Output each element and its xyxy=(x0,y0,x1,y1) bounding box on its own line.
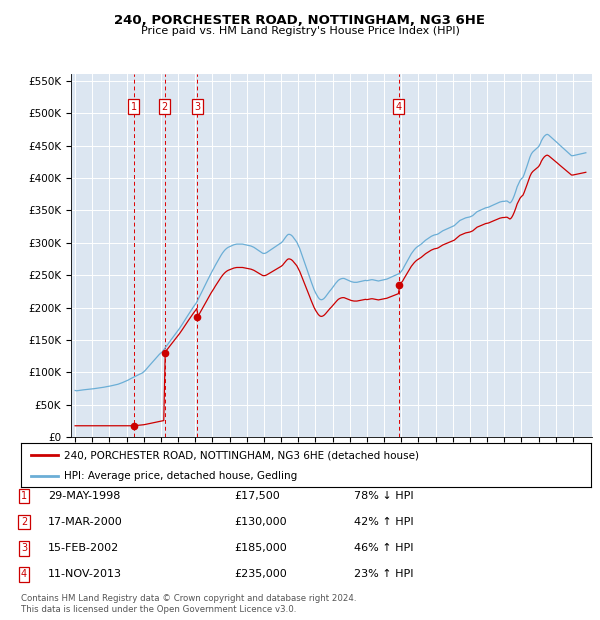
Text: 1: 1 xyxy=(131,102,137,112)
Text: 2: 2 xyxy=(161,102,167,112)
Text: 240, PORCHESTER ROAD, NOTTINGHAM, NG3 6HE: 240, PORCHESTER ROAD, NOTTINGHAM, NG3 6H… xyxy=(115,14,485,27)
Text: 78% ↓ HPI: 78% ↓ HPI xyxy=(354,491,413,501)
Text: 4: 4 xyxy=(396,102,402,112)
Text: HPI: Average price, detached house, Gedling: HPI: Average price, detached house, Gedl… xyxy=(64,471,297,481)
Text: Price paid vs. HM Land Registry's House Price Index (HPI): Price paid vs. HM Land Registry's House … xyxy=(140,26,460,36)
Text: 15-FEB-2002: 15-FEB-2002 xyxy=(48,543,119,553)
Text: £17,500: £17,500 xyxy=(234,491,280,501)
Text: 23% ↑ HPI: 23% ↑ HPI xyxy=(354,569,413,579)
Text: 3: 3 xyxy=(21,543,27,553)
Text: 240, PORCHESTER ROAD, NOTTINGHAM, NG3 6HE (detached house): 240, PORCHESTER ROAD, NOTTINGHAM, NG3 6H… xyxy=(64,451,419,461)
Text: 1: 1 xyxy=(21,491,27,501)
Text: £185,000: £185,000 xyxy=(234,543,287,553)
Text: 11-NOV-2013: 11-NOV-2013 xyxy=(48,569,122,579)
Text: 2: 2 xyxy=(21,517,27,527)
Text: 3: 3 xyxy=(194,102,200,112)
Text: £130,000: £130,000 xyxy=(234,517,287,527)
Text: Contains HM Land Registry data © Crown copyright and database right 2024.: Contains HM Land Registry data © Crown c… xyxy=(21,593,356,603)
Text: 29-MAY-1998: 29-MAY-1998 xyxy=(48,491,121,501)
Text: 46% ↑ HPI: 46% ↑ HPI xyxy=(354,543,413,553)
Text: 4: 4 xyxy=(21,569,27,579)
Text: £235,000: £235,000 xyxy=(234,569,287,579)
Text: 17-MAR-2000: 17-MAR-2000 xyxy=(48,517,123,527)
Text: 42% ↑ HPI: 42% ↑ HPI xyxy=(354,517,413,527)
Text: This data is licensed under the Open Government Licence v3.0.: This data is licensed under the Open Gov… xyxy=(21,604,296,614)
